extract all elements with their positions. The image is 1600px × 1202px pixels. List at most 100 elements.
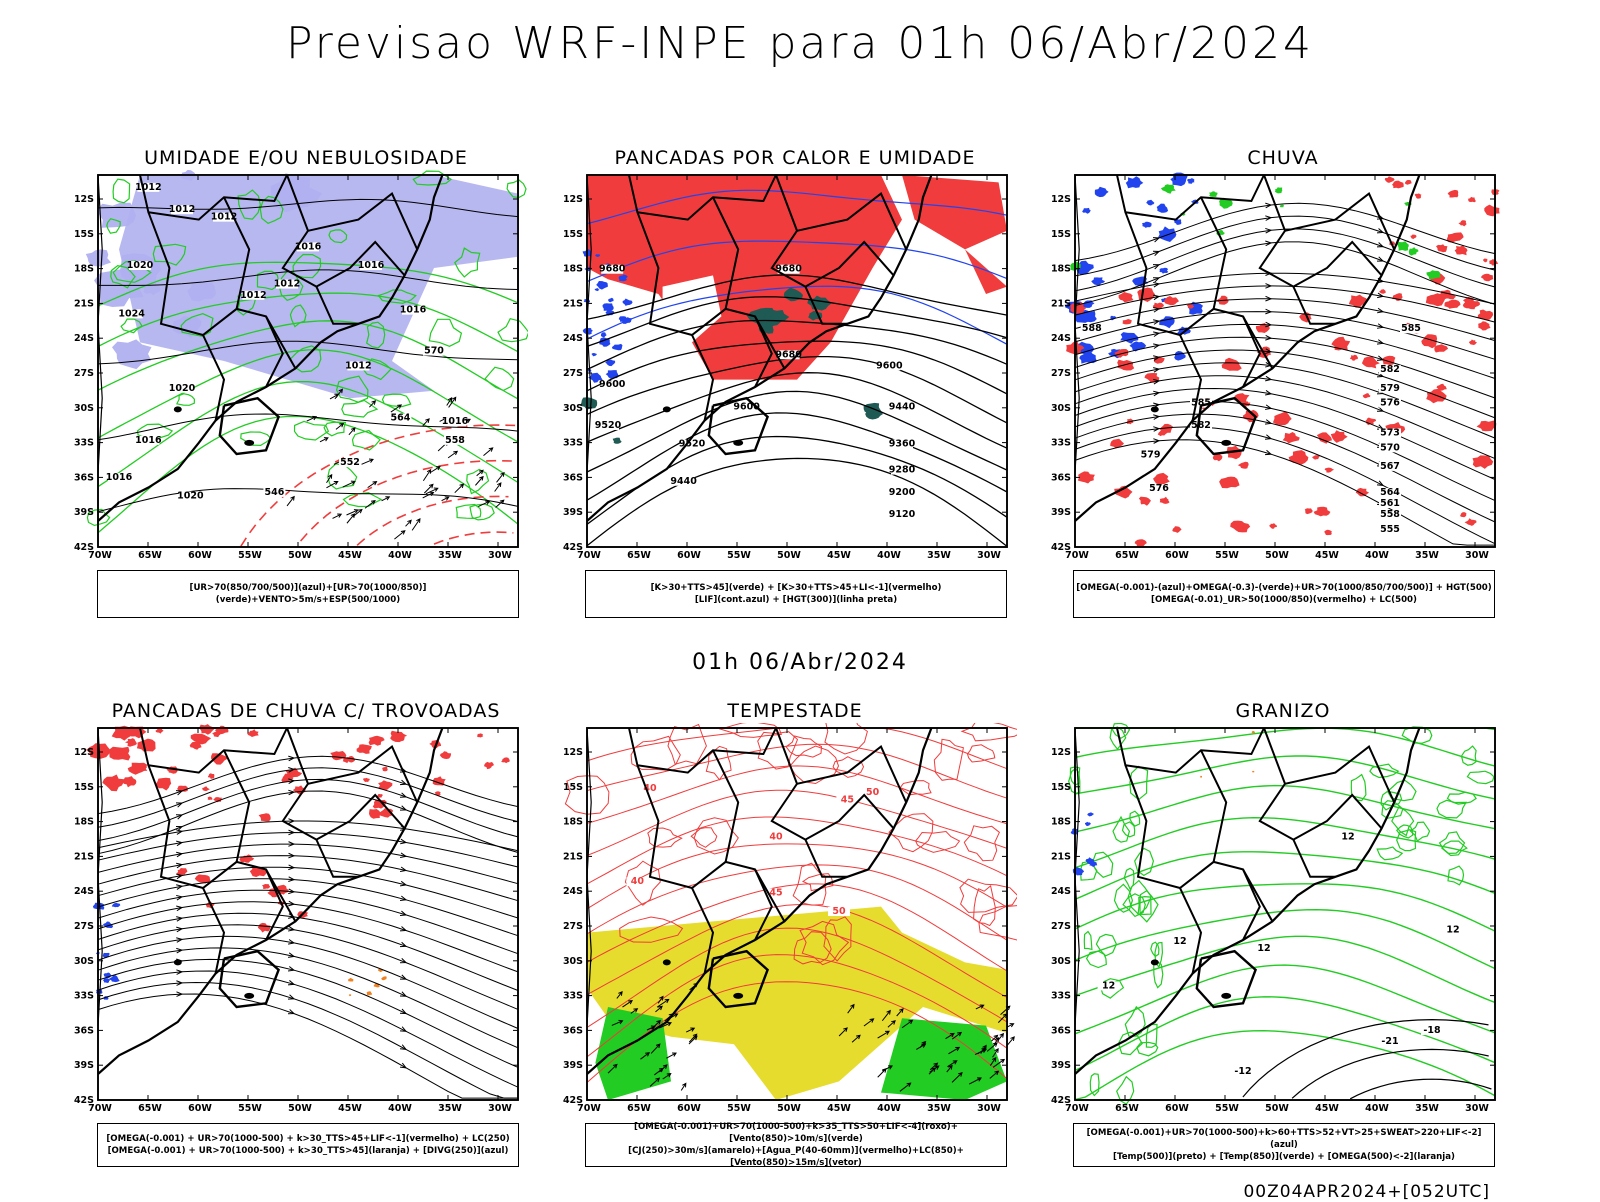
contour-label-bg [276, 279, 298, 289]
contour-label-bg [347, 361, 370, 371]
wind-vector [394, 530, 406, 540]
contour-label: 558 [445, 435, 465, 446]
contour-label-bg [339, 458, 361, 468]
contour-label: 12 [1257, 943, 1270, 954]
streamline-arrow [176, 969, 184, 975]
divergence-blue [108, 975, 120, 983]
lon-tick-label: 55W [1215, 550, 1239, 561]
streamline [1074, 298, 1496, 342]
temp850-cell [1436, 799, 1468, 819]
temp850-contour [1074, 996, 1496, 1072]
storm-red [246, 729, 259, 737]
storm-red [122, 776, 137, 788]
temp850-cell [1376, 846, 1404, 861]
rain-red [1445, 294, 1456, 300]
country-border [315, 839, 359, 878]
streamline-arrow [1265, 215, 1273, 221]
country-border [796, 192, 908, 250]
hgt300-contour [586, 319, 1008, 371]
streamline-arrow [288, 841, 296, 847]
lat-tick-label: 36S [74, 1025, 94, 1036]
humidity-1000-850-cell [469, 503, 495, 521]
wind-vector-850 [656, 998, 670, 1008]
instability-teal-area [580, 397, 598, 410]
country-border [628, 727, 777, 774]
country-border [691, 334, 715, 421]
precipitable-water-cell [693, 817, 739, 855]
lat-tick-label: 21S [1051, 298, 1071, 309]
wind-vector [447, 450, 459, 459]
hgt300-contour [586, 412, 1008, 501]
omega-green [1208, 191, 1218, 197]
temp850-cell [1129, 765, 1149, 801]
wind-vector [390, 404, 403, 413]
map-umidade: 1012 1012 1012 1012 1016 1016 1020 1024 1012 1012… [74, 170, 528, 561]
wind-vector [381, 496, 391, 502]
streamline-arrow [399, 941, 408, 948]
omega-blue [1142, 221, 1152, 228]
precipitable-water-cell [757, 731, 799, 770]
wind-vector [425, 487, 439, 495]
wind-vector-850 [649, 1077, 661, 1087]
lon-tick-label: 35W [1415, 1103, 1439, 1114]
temp850-contour [1074, 908, 1496, 970]
lat-tick-label: 39S [1051, 507, 1071, 518]
temp850-cell [1112, 815, 1131, 843]
contour-label: 1016 [106, 472, 133, 483]
rain-red [1410, 234, 1417, 239]
temp850-cell [1396, 829, 1417, 852]
lake-marker [1221, 439, 1232, 446]
country-border [712, 749, 740, 863]
lat-tick-label: 30S [74, 956, 94, 967]
contour-label-bg [297, 242, 319, 252]
contour-label: 9440 [670, 476, 697, 487]
storm-orange [348, 977, 354, 982]
contour-label: 1012 [211, 212, 237, 223]
humidity-1000-850-cell [341, 399, 379, 418]
pressure-contour [97, 488, 519, 513]
streamline-arrow [400, 852, 408, 859]
lon-tick-label: 30W [1465, 550, 1489, 561]
contour-label: 50 [866, 787, 880, 798]
precipitable-water-cell [619, 916, 684, 943]
streamline-arrow [1265, 321, 1273, 328]
lon-tick-label: 55W [238, 1103, 262, 1114]
precipitable-water-cell [824, 723, 868, 755]
lifted-index-blue [600, 332, 607, 338]
wind-vector [286, 495, 295, 507]
streamline-arrow [1153, 307, 1161, 313]
streamline-arrow [288, 888, 296, 895]
contour-label: 9680 [775, 349, 802, 360]
contour-label-bg [1232, 1066, 1254, 1076]
streamline [1074, 285, 1496, 323]
streamline-arrow [1153, 319, 1161, 325]
streamline-arrow [1153, 294, 1161, 301]
wind-vector-850 [991, 1034, 999, 1042]
lat-tick-label: 12S [74, 194, 94, 205]
streamline [97, 843, 519, 885]
streamline-arrow [288, 778, 296, 784]
streamline-arrow [1376, 323, 1385, 329]
lat-tick-label: 33S [563, 991, 583, 1002]
legend-line: [OMEGA(-0.001) + UR>70(1000-500) + k>30_… [106, 1134, 510, 1144]
lon-tick-label: 35W [927, 1103, 951, 1114]
rain-red [1454, 245, 1468, 256]
lat-tick-label: 18S [1051, 264, 1071, 275]
rain-red [1392, 180, 1404, 189]
lon-tick-label: 45W [1315, 550, 1339, 561]
streamline [1074, 336, 1496, 399]
coastline [586, 727, 933, 1075]
temp850-cell [1136, 1041, 1159, 1057]
contour-label-bg [672, 476, 695, 486]
map-frame-border [97, 727, 519, 1101]
contour-label-bg [1379, 428, 1401, 438]
lifted-index-contour [586, 240, 1008, 283]
country-border [1292, 286, 1336, 325]
precipitable-water-cell [888, 813, 934, 853]
storm-red [202, 786, 210, 792]
wind-vector [483, 447, 494, 456]
wind-vector [422, 468, 432, 482]
omega-blue [1091, 277, 1106, 286]
temp850-contour [1074, 755, 1496, 800]
lon-tick-label: 50W [288, 1103, 312, 1114]
